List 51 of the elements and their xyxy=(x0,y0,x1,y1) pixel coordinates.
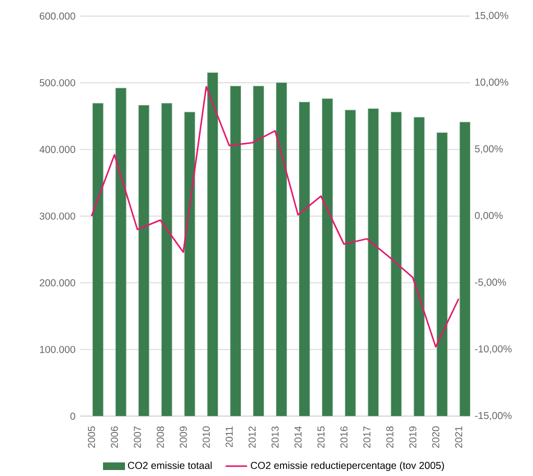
y2-tick-label: -10,00% xyxy=(475,345,512,354)
bar xyxy=(460,122,470,416)
x-tick-label: 2014 xyxy=(294,426,302,448)
bar xyxy=(436,132,448,416)
x-tick-label: 2020 xyxy=(432,426,440,448)
y2-tick-label: 15,00% xyxy=(475,12,508,20)
bar xyxy=(115,88,126,416)
x-tick-label: 2011 xyxy=(226,426,233,447)
y-tick-label: 100.000 xyxy=(40,346,76,353)
x-tick-label: 2015 xyxy=(317,426,325,448)
x-tick-label: 2010 xyxy=(202,426,210,448)
bar xyxy=(253,86,264,416)
y2-tick-label: 5,00% xyxy=(474,145,503,154)
x-tick-label: 2016 xyxy=(340,426,348,448)
bar xyxy=(92,103,104,416)
bar xyxy=(368,108,379,416)
y-tick-label: 300.000 xyxy=(40,212,76,220)
bar xyxy=(230,86,242,416)
bar xyxy=(322,98,333,416)
y2-tick-label: -5,00% xyxy=(475,278,506,287)
y2-tick-label: -15,00% xyxy=(475,412,512,420)
bar xyxy=(299,102,310,416)
line-series xyxy=(90,86,460,348)
bar xyxy=(390,112,402,416)
x-tick-label: 2008 xyxy=(156,426,164,448)
y-tick-label: 600.000 xyxy=(40,12,76,20)
legend-label: CO2 emissie totaal xyxy=(128,462,212,469)
bar xyxy=(276,82,287,416)
y2-tick-label: 10,00% xyxy=(475,78,508,87)
y-tick-label: 0 xyxy=(70,412,76,420)
bar xyxy=(161,103,172,416)
x-tick-label: 2013 xyxy=(272,426,279,448)
x-tick-label: 2017 xyxy=(363,426,370,448)
x-tick-label: 2007 xyxy=(134,426,141,448)
y-tick-label: 200.000 xyxy=(40,279,76,286)
bar xyxy=(184,112,196,416)
x-tick-label: 2005 xyxy=(88,426,96,448)
x-tick-label: 2012 xyxy=(248,426,256,448)
y-tick-label: 500.000 xyxy=(40,79,76,86)
x-tick-label: 2021 xyxy=(455,426,462,448)
bar xyxy=(138,105,150,416)
y2-tick-label: 0,00% xyxy=(474,212,503,220)
y-tick-label: 400.000 xyxy=(40,146,76,153)
bar xyxy=(344,110,356,416)
legend-label: CO2 emissie reductiepercentage (tov 2005) xyxy=(250,462,444,471)
bar xyxy=(207,72,218,416)
x-tick-label: 2006 xyxy=(110,426,118,448)
x-tick-label: 2018 xyxy=(386,426,394,448)
bar xyxy=(414,117,425,416)
x-tick-label: 2009 xyxy=(180,426,187,448)
x-tick-label: 2019 xyxy=(409,426,416,448)
